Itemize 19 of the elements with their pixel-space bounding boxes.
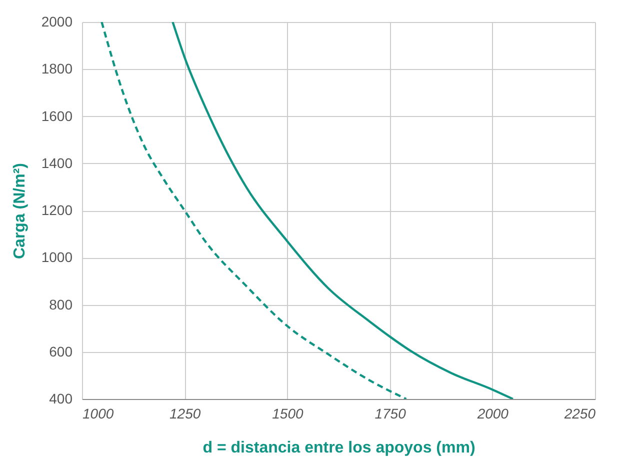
x-tick-label: 1250 <box>170 406 201 422</box>
y-axis-title: Carga (N/m²) <box>11 162 28 260</box>
y-tick-label: 1400 <box>41 154 73 171</box>
y-tick-label: 1200 <box>41 202 73 218</box>
y-tick-label: 1000 <box>41 249 73 266</box>
y-tick-label: 800 <box>49 296 73 312</box>
x-axis-title: d = distancia entre los apoyos (mm) <box>202 440 476 456</box>
x-tick-label: 2000 <box>476 406 509 422</box>
x-tick-label: 1000 <box>82 406 114 422</box>
x-tick-label: 1750 <box>374 406 406 422</box>
x-tick-label: 2250 <box>563 406 596 422</box>
y-tick-label: 1800 <box>41 60 73 77</box>
y-tick-label: 1600 <box>41 108 73 124</box>
y-tick-label: 400 <box>49 390 73 406</box>
y-tick-label: 2000 <box>41 14 73 30</box>
y-tick-label: 600 <box>49 343 73 360</box>
line-series <box>172 22 514 399</box>
x-tick-label: 1500 <box>272 406 304 422</box>
line-series <box>100 22 408 399</box>
